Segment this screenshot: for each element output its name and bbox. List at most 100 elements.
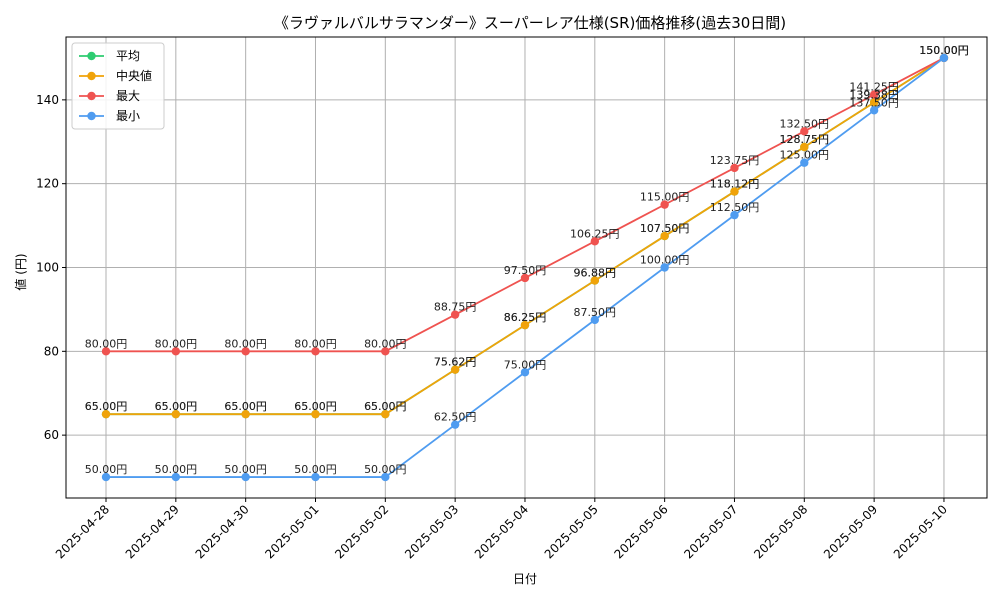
data-label: 50.00円: [224, 463, 267, 476]
data-label: 50.00円: [364, 463, 407, 476]
data-point: [311, 472, 320, 482]
data-label: 87.50円: [574, 306, 617, 319]
legend-marker: [87, 91, 96, 101]
data-point: [660, 200, 669, 209]
data-point: [869, 90, 879, 99]
data-label: 80.00円: [364, 337, 407, 350]
data-label: 137.50円: [849, 96, 899, 109]
data-point: [381, 472, 390, 482]
x-tick-label: 2025-05-03: [402, 502, 461, 561]
data-point: [520, 320, 530, 330]
data-point: [241, 472, 250, 482]
data-label: 96.88円: [574, 267, 617, 280]
chart-title: 《ラヴァルバルサラマンダー》スーパーレア仕様(SR)価格推移(過去30日間): [274, 14, 786, 32]
data-label: 65.00円: [294, 400, 337, 413]
data-label: 75.62円: [434, 356, 477, 369]
data-label: 86.25円: [504, 311, 547, 324]
y-axis-title: 値 (円): [13, 253, 28, 290]
data-label: 80.00円: [85, 337, 128, 350]
x-tick-label: 2025-05-06: [612, 502, 671, 561]
data-point: [939, 53, 949, 63]
data-label: 100.00円: [640, 254, 690, 267]
y-tick-label: 140: [36, 93, 59, 107]
x-tick-label: 2025-04-28: [53, 502, 112, 561]
data-label: 65.00円: [294, 400, 337, 413]
data-label: 80.00円: [155, 337, 198, 350]
data-label: 132.50円: [780, 117, 830, 130]
legend-label: 中央値: [116, 68, 152, 83]
y-tick-label: 100: [36, 261, 59, 275]
x-tick-label: 2025-05-01: [262, 502, 321, 561]
data-point: [241, 347, 250, 356]
data-point: [311, 347, 320, 356]
x-tick-label: 2025-05-08: [751, 502, 810, 561]
x-tick-label: 2025-05-02: [332, 502, 391, 561]
legend-label: 最大: [116, 89, 140, 103]
data-label: 50.00円: [85, 463, 128, 476]
data-point: [520, 368, 530, 377]
data-point: [520, 273, 530, 283]
data-label: 75.62円: [434, 356, 477, 369]
axis-ticks: 2025-04-28 2025-04-29 2025-04-30 2025-05-01…: [36, 93, 950, 562]
data-label: 150.00円: [919, 44, 969, 57]
data-label: 88.75円: [434, 301, 477, 314]
data-label: 65.00円: [85, 400, 128, 413]
data-point: [241, 409, 250, 419]
data-point: [869, 98, 879, 107]
data-label: 106.25円: [570, 227, 620, 240]
x-tick-label: 2025-04-29: [123, 502, 182, 561]
data-label: 150.00円: [919, 44, 969, 57]
data-point: [590, 276, 600, 285]
data-label: 118.12円: [710, 178, 760, 191]
data-point: [590, 237, 600, 246]
data-point: [450, 365, 460, 374]
data-label: 65.00円: [155, 400, 198, 413]
data-label: 50.00円: [294, 463, 337, 476]
data-point: [171, 409, 181, 419]
data-label: 128.75円: [780, 133, 830, 146]
data-label: 150.00円: [919, 44, 969, 57]
data-point: [171, 472, 181, 482]
data-label: 97.50円: [504, 264, 547, 277]
data-label: 65.00円: [224, 400, 267, 413]
data-label: 125.00円: [780, 149, 830, 162]
x-tick-label: 2025-05-07: [681, 502, 740, 561]
data-label: 107.50円: [640, 222, 690, 235]
data-point: [800, 158, 809, 167]
x-axis-title: 日付: [513, 572, 537, 586]
data-label: 50.00円: [155, 463, 198, 476]
data-point: [101, 347, 111, 356]
data-point: [381, 347, 390, 356]
data-label: 65.00円: [364, 400, 407, 413]
data-label: 80.00円: [224, 337, 267, 350]
data-label: 75.00円: [504, 358, 547, 371]
data-label: 96.88円: [574, 267, 617, 280]
legend-label: 最小: [116, 109, 140, 123]
data-label: 150.00円: [919, 44, 969, 57]
data-point: [381, 409, 390, 419]
x-tick-label: 2025-05-04: [472, 502, 531, 561]
data-label: 118.12円: [710, 178, 760, 191]
data-point: [101, 409, 111, 419]
data-point: [311, 409, 320, 419]
legend-box: [71, 42, 165, 130]
data-label: 139.38円: [849, 88, 899, 101]
data-point: [730, 187, 739, 196]
x-tick-label: 2025-05-10: [891, 502, 950, 561]
data-point: [450, 420, 460, 429]
data-point: [800, 127, 809, 136]
data-label: 65.00円: [224, 400, 267, 413]
data-label: 115.00円: [640, 191, 690, 204]
data-label: 123.75円: [710, 154, 760, 167]
data-label: 80.00円: [294, 337, 337, 350]
data-point: [660, 231, 669, 241]
legend-label: 平均: [116, 49, 140, 63]
x-tick-label: 2025-04-30: [193, 502, 252, 561]
y-tick-label: 120: [36, 177, 59, 191]
data-point: [730, 210, 739, 220]
legend-marker: [87, 71, 96, 81]
legend-marker: [87, 111, 96, 121]
x-tick-label: 2025-05-09: [821, 502, 880, 561]
data-label: 86.25円: [504, 311, 547, 324]
